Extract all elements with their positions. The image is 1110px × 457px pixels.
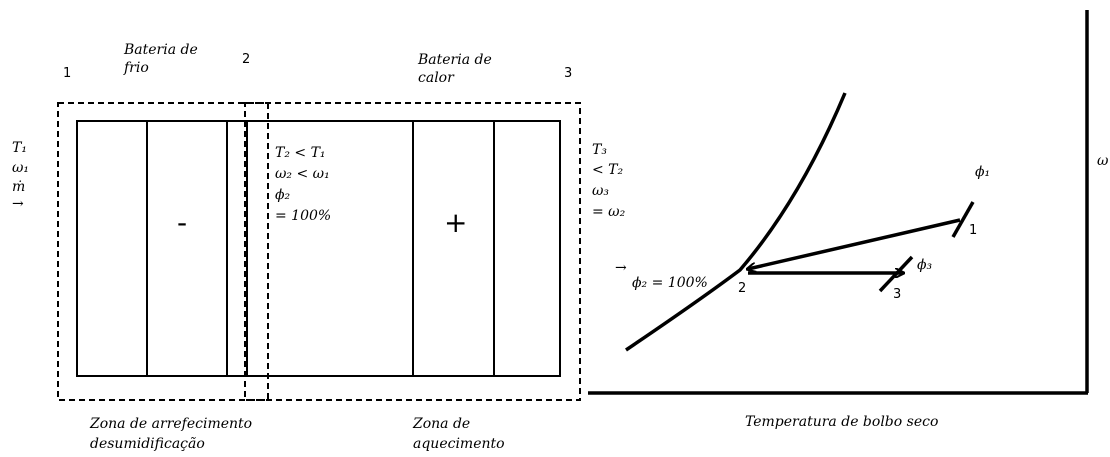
point-label: 1	[63, 66, 71, 81]
state-label: ϕ₂	[275, 187, 291, 203]
inlet-label: T₁	[12, 140, 27, 156]
state-label: = 100%	[275, 208, 331, 224]
point-label: 3	[564, 66, 572, 81]
state-label: T₂ < T₁	[275, 145, 326, 161]
outlet-label: ω₃	[592, 183, 609, 199]
state-label: ω₂ < ω₁	[275, 166, 330, 182]
outlet-label: < T₂	[592, 162, 624, 178]
unit-box	[76, 120, 561, 377]
zone-label: Zona de arrefecimento	[89, 416, 252, 432]
coil-label: frio	[123, 60, 149, 76]
coil-label: Bateria de	[123, 42, 198, 58]
point-label: 2	[242, 52, 250, 67]
rh-label: ϕ₁	[975, 164, 990, 180]
zone-label: desumidificação	[90, 436, 205, 452]
saturation-curve	[625, 92, 847, 352]
axis-label: ω	[1097, 153, 1109, 169]
cooling-zone	[57, 102, 269, 401]
rh-line	[951, 201, 975, 238]
inlet-label: ṁ	[12, 179, 25, 195]
axis-label: Temperatura de bolbo seco	[745, 414, 938, 430]
inlet-label: ω₁	[12, 160, 29, 176]
point-label: 1	[969, 223, 977, 238]
zone-label: Zona de	[412, 416, 470, 432]
rh-label: ϕ₂ = 100%	[632, 275, 708, 291]
zone-label: aquecimento	[413, 436, 505, 452]
point-label: 2	[738, 281, 746, 296]
coil-label: Bateria de	[417, 52, 492, 68]
arrow-label: →	[615, 260, 627, 276]
outlet-label: T₃	[592, 142, 607, 158]
inlet-label: →	[12, 196, 24, 212]
heating-zone	[244, 102, 581, 401]
rh-line	[878, 255, 914, 293]
coil-label: calor	[418, 70, 455, 86]
cooling-sign: -	[177, 206, 187, 239]
rh-label: ϕ₃	[917, 257, 933, 273]
process-arrow	[748, 218, 961, 269]
heating-sign: +	[444, 206, 467, 239]
point-label: 3	[893, 287, 901, 302]
outlet-label: = ω₂	[592, 204, 626, 220]
